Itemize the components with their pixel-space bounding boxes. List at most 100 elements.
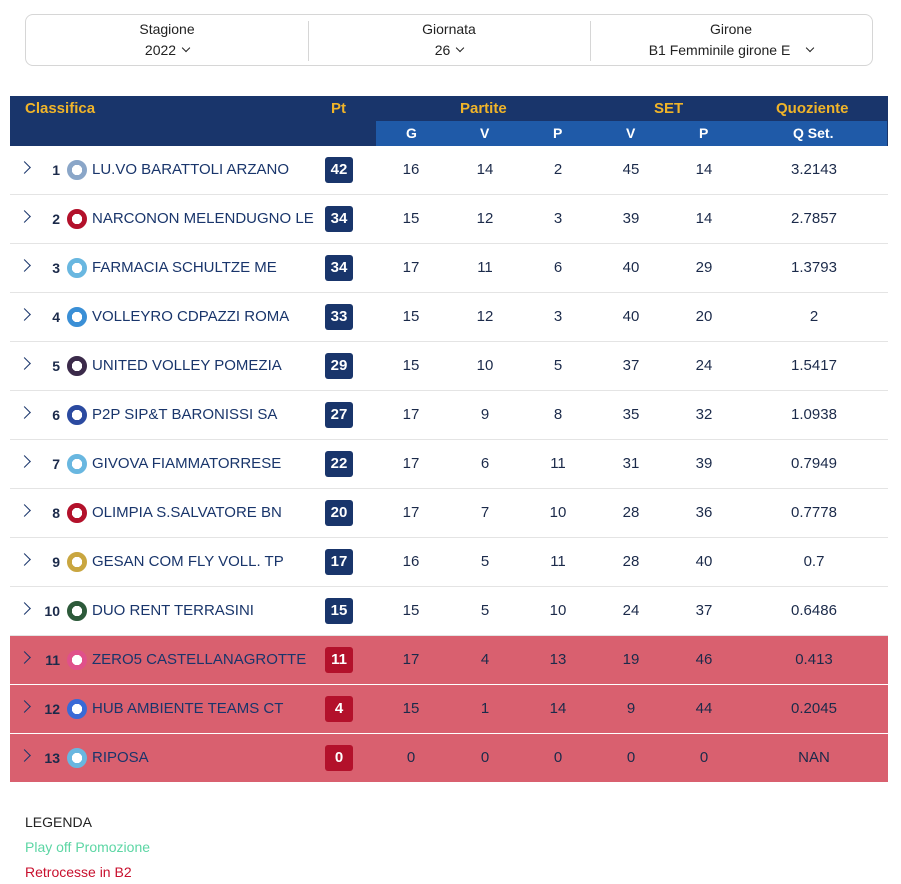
cell-set-p: 32 bbox=[695, 406, 713, 423]
table-row[interactable]: 7 GIVOVA FIAMMATORRESE 22 17 6 11 31 39 0.7949 bbox=[10, 440, 888, 489]
chevron-right-icon[interactable] bbox=[18, 357, 31, 370]
team-name[interactable]: FARMACIA SCHULTZE ME bbox=[92, 259, 277, 276]
header-quoziente: Quoziente bbox=[776, 100, 849, 117]
volleyball-player-logo bbox=[67, 454, 87, 474]
chevron-right-icon[interactable] bbox=[18, 504, 31, 517]
points-badge: 4 bbox=[325, 696, 353, 722]
team-name[interactable]: UNITED VOLLEY POMEZIA bbox=[92, 357, 282, 374]
header-classifica: Classifica bbox=[25, 100, 96, 117]
filter-girone[interactable]: Girone B1 Femminile girone E bbox=[590, 15, 872, 65]
cell-p: 14 bbox=[549, 700, 567, 717]
legend: LEGENDA Play off Promozione Retrocesse i… bbox=[25, 810, 150, 884]
cell-v: 9 bbox=[480, 406, 490, 423]
filter-girone-select[interactable]: B1 Femminile girone E bbox=[649, 39, 815, 61]
cell-p: 13 bbox=[549, 651, 567, 668]
filter-giornata-value: 26 bbox=[434, 42, 451, 58]
team-name[interactable]: NARCONON MELENDUGNO LE bbox=[92, 210, 314, 227]
chevron-right-icon[interactable] bbox=[18, 455, 31, 468]
cell-p: 3 bbox=[553, 210, 563, 227]
team-name[interactable]: HUB AMBIENTE TEAMS CT bbox=[92, 700, 284, 717]
team-name[interactable]: GESAN COM FLY VOLL. TP bbox=[92, 553, 284, 570]
cell-set-v: 0 bbox=[626, 749, 636, 766]
chevron-right-icon[interactable] bbox=[18, 700, 31, 713]
filter-stagione-label: Stagione bbox=[139, 21, 195, 37]
chevron-right-icon[interactable] bbox=[18, 259, 31, 272]
cell-set-v: 9 bbox=[626, 700, 636, 717]
standings-table: Classifica Pt Partite SET Quoziente G V … bbox=[10, 96, 888, 783]
cell-p: 3 bbox=[553, 308, 563, 325]
header-p: P bbox=[553, 125, 563, 141]
chevron-right-icon[interactable] bbox=[18, 210, 31, 223]
cell-qset: 1.0938 bbox=[791, 406, 837, 423]
cell-set-p: 20 bbox=[695, 308, 713, 325]
table-row[interactable]: 13 RIPOSA 0 0 0 0 0 0 NAN bbox=[10, 734, 888, 783]
points-badge: 42 bbox=[325, 157, 353, 183]
table-row[interactable]: 4 VOLLEYRO CDPAZZI ROMA 33 15 12 3 40 20 2 bbox=[10, 293, 888, 342]
header-partite: Partite bbox=[460, 100, 507, 117]
cell-v: 7 bbox=[480, 504, 490, 521]
chevron-down-icon bbox=[806, 43, 815, 53]
cell-g: 15 bbox=[402, 602, 420, 619]
filter-giornata[interactable]: Giornata 26 bbox=[308, 15, 590, 65]
points-badge: 0 bbox=[325, 745, 353, 771]
team-name[interactable]: VOLLEYRO CDPAZZI ROMA bbox=[92, 308, 290, 325]
header-g: G bbox=[406, 125, 417, 141]
table-row[interactable]: 8 OLIMPIA S.SALVATORE BN 20 17 7 10 28 36 0.7778 bbox=[10, 489, 888, 538]
filter-girone-label: Girone bbox=[709, 21, 753, 37]
cell-v: 0 bbox=[480, 749, 490, 766]
header-set-v: V bbox=[626, 125, 636, 141]
cell-p: 10 bbox=[549, 602, 567, 619]
table-row[interactable]: 6 P2P SIP&T BARONISSI SA 27 17 9 8 35 32 1.0938 bbox=[10, 391, 888, 440]
table-row[interactable]: 10 DUO RENT TERRASINI 15 15 5 10 24 37 0.6486 bbox=[10, 587, 888, 636]
table-row[interactable]: 5 UNITED VOLLEY POMEZIA 29 15 10 5 37 24 1.5417 bbox=[10, 342, 888, 391]
chevron-right-icon[interactable] bbox=[18, 406, 31, 419]
cell-set-p: 46 bbox=[695, 651, 713, 668]
row-position: 6 bbox=[52, 407, 60, 423]
filter-giornata-select[interactable]: 26 bbox=[434, 39, 465, 61]
header-qset: Q Set. bbox=[793, 125, 834, 141]
chevron-right-icon[interactable] bbox=[18, 602, 31, 615]
filter-stagione[interactable]: Stagione 2022 bbox=[26, 15, 308, 65]
header-set: SET bbox=[654, 100, 684, 117]
team-name[interactable]: OLIMPIA S.SALVATORE BN bbox=[92, 504, 282, 521]
table-row[interactable]: 3 FARMACIA SCHULTZE ME 34 17 11 6 40 29 1.3793 bbox=[10, 244, 888, 293]
chevron-right-icon[interactable] bbox=[18, 651, 31, 664]
cell-p: 6 bbox=[553, 259, 563, 276]
row-position: 9 bbox=[52, 554, 60, 570]
cell-v: 1 bbox=[480, 700, 490, 717]
cell-set-p: 24 bbox=[695, 357, 713, 374]
filter-giornata-label: Giornata bbox=[422, 21, 476, 37]
team-name[interactable]: DUO RENT TERRASINI bbox=[92, 602, 254, 619]
cell-set-p: 14 bbox=[695, 161, 713, 178]
filter-stagione-select[interactable]: 2022 bbox=[145, 39, 191, 61]
table-row[interactable]: 9 GESAN COM FLY VOLL. TP 17 16 5 11 28 40 0.7 bbox=[10, 538, 888, 587]
chevron-right-icon[interactable] bbox=[18, 161, 31, 174]
team-name[interactable]: RIPOSA bbox=[92, 749, 149, 766]
table-row[interactable]: 2 NARCONON MELENDUGNO LE 34 15 12 3 39 14 2.7857 bbox=[10, 195, 888, 244]
chevron-right-icon[interactable] bbox=[18, 553, 31, 566]
cell-g: 17 bbox=[402, 651, 420, 668]
team-name[interactable]: LU.VO BARATTOLI ARZANO bbox=[92, 161, 289, 178]
cell-qset: 3.2143 bbox=[791, 161, 837, 178]
row-position: 10 bbox=[44, 603, 60, 619]
chevron-right-icon[interactable] bbox=[18, 308, 31, 321]
volleyro-logo bbox=[67, 307, 87, 327]
table-row[interactable]: 1 LU.VO BARATTOLI ARZANO 42 16 14 2 45 14 3.2143 bbox=[10, 146, 888, 195]
team-name[interactable]: GIVOVA FIAMMATORRESE bbox=[92, 455, 282, 472]
table-header: Classifica Pt Partite SET Quoziente G V … bbox=[10, 96, 888, 146]
row-position: 11 bbox=[45, 652, 60, 668]
cell-p: 2 bbox=[553, 161, 563, 178]
filters-bar: Stagione 2022 Giornata 26 Girone B1 Femm… bbox=[25, 14, 873, 66]
row-position: 2 bbox=[52, 211, 60, 227]
cell-qset: 0.7 bbox=[803, 553, 825, 570]
cell-set-p: 39 bbox=[695, 455, 713, 472]
header-set-p: P bbox=[699, 125, 709, 141]
cell-qset: 0.413 bbox=[795, 651, 833, 668]
zero5-logo bbox=[67, 650, 87, 670]
team-name[interactable]: P2P SIP&T BARONISSI SA bbox=[92, 406, 278, 423]
table-row[interactable]: 12 HUB AMBIENTE TEAMS CT 4 15 1 14 9 44 0.2045 bbox=[10, 685, 888, 734]
olimpia-v-logo bbox=[67, 503, 87, 523]
table-row[interactable]: 11 ZERO5 CASTELLANAGROTTE 11 17 4 13 19 46 0.413 bbox=[10, 636, 888, 685]
team-name[interactable]: ZERO5 CASTELLANAGROTTE bbox=[92, 651, 307, 668]
chevron-right-icon[interactable] bbox=[18, 749, 31, 762]
